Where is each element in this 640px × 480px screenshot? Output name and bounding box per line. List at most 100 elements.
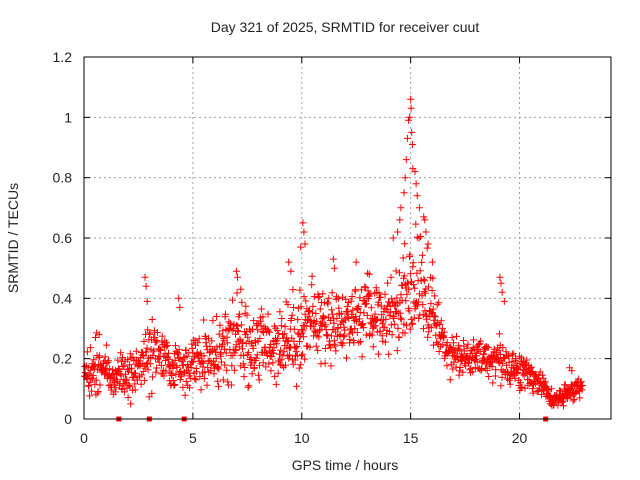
axis-ticks: 0 0.2 0.4 0.6 0.8 1 1.2 0 5 10 15 20: [53, 49, 611, 446]
data-point: [209, 317, 217, 325]
data-point: [256, 361, 263, 369]
data-point: [250, 317, 258, 325]
data-point: [282, 361, 289, 369]
data-point: [237, 285, 245, 293]
data-point: [81, 363, 89, 370]
data-point: [406, 251, 414, 259]
data-point: [378, 332, 386, 340]
data-point: [401, 240, 409, 248]
data-point: [312, 310, 320, 317]
data-point: [450, 358, 458, 366]
data-point: [269, 359, 277, 367]
data-point: [385, 350, 393, 358]
data-point: [368, 331, 376, 339]
data-point: [143, 344, 151, 352]
data-point: [293, 382, 301, 390]
data-point: [85, 381, 93, 389]
data-point: [576, 394, 584, 402]
data-point: [140, 352, 148, 360]
data-point: [96, 352, 104, 360]
data-point: [387, 308, 395, 316]
data-point: [404, 279, 412, 287]
x-tick-label: 20: [512, 430, 528, 446]
data-point: [497, 351, 504, 358]
data-point: [215, 365, 223, 373]
data-point: [470, 336, 477, 344]
data-point: [456, 364, 464, 371]
data-point: [175, 346, 183, 354]
data-point: [456, 346, 464, 354]
data-point: [179, 383, 187, 391]
data-point: [428, 287, 436, 294]
data-point: [521, 360, 529, 368]
data-point: [538, 371, 546, 379]
data-point: [196, 373, 204, 381]
data-point: [92, 376, 100, 384]
data-point: [179, 361, 187, 369]
data-point: [300, 293, 308, 301]
data-point: [437, 317, 445, 325]
data-point: [117, 372, 125, 380]
data-point: [132, 369, 139, 377]
data-point: [244, 383, 252, 391]
data-point: [103, 341, 111, 349]
data-point: [421, 216, 429, 224]
data-point: [406, 325, 414, 333]
data-point: [417, 233, 425, 240]
data-point: [168, 372, 176, 379]
data-point: [152, 368, 160, 376]
data-point: [356, 315, 363, 323]
data-point: [208, 337, 216, 345]
data-point: [139, 368, 147, 375]
data-point: [255, 376, 263, 384]
data-point: [118, 358, 125, 366]
x-tick-label: 5: [189, 430, 197, 446]
data-point: [207, 367, 215, 375]
data-point: [320, 314, 328, 322]
data-point: [453, 332, 460, 340]
data-point: [153, 329, 161, 336]
data-point: [354, 303, 362, 311]
data-point: [227, 322, 235, 330]
data-point: [408, 319, 416, 327]
data-point: [297, 243, 305, 251]
data-point: [512, 356, 520, 364]
data-point: [150, 347, 158, 355]
data-point: [254, 371, 262, 379]
data-point: [140, 376, 148, 384]
data-point: [338, 317, 346, 325]
data-point: [250, 364, 258, 372]
data-point: [496, 273, 504, 281]
data-point: [483, 367, 491, 374]
data-point: [164, 341, 172, 349]
data-point: [407, 95, 415, 103]
data-point: [86, 378, 94, 386]
data-point: [384, 279, 392, 287]
data-point: [413, 192, 421, 200]
data-point: [150, 327, 158, 335]
data-point: [259, 359, 267, 367]
data-point: [142, 282, 150, 290]
data-point: [433, 301, 441, 309]
data-point: [267, 367, 275, 375]
data-point: [187, 364, 195, 372]
data-point: [280, 330, 288, 338]
data-point: [401, 174, 409, 182]
data-point: [412, 180, 420, 188]
data-point: [345, 330, 353, 338]
data-point: [129, 353, 137, 361]
data-point: [381, 290, 389, 298]
data-point: [357, 338, 365, 346]
data-point: [86, 392, 94, 400]
data-point: [455, 341, 463, 349]
data-point: [421, 277, 429, 285]
data-point: [377, 293, 385, 301]
data-point: [449, 365, 457, 373]
data-point: [144, 366, 152, 374]
data-point: [270, 344, 278, 352]
data-point: [397, 291, 405, 299]
data-point: [427, 324, 435, 332]
x-tick-label: 0: [80, 430, 88, 446]
data-point: [256, 335, 264, 342]
data-point: [205, 368, 213, 376]
